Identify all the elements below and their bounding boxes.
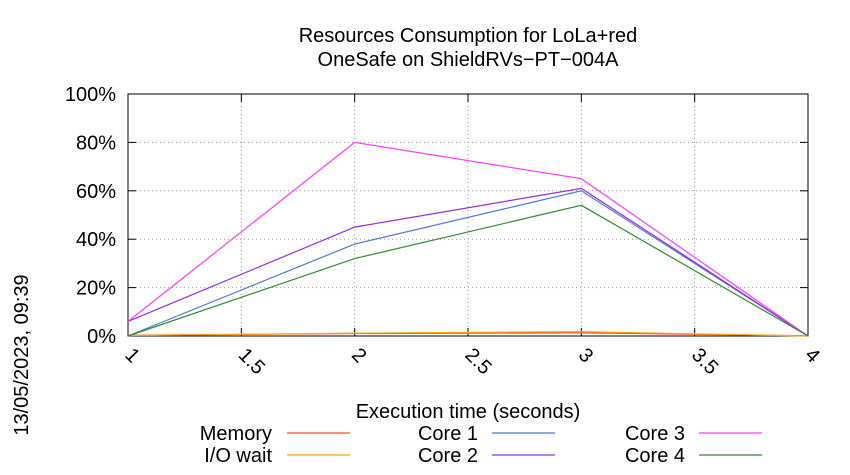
x-tick-label: 2 [347, 344, 370, 367]
chart-title-line-2: OneSafe on ShieldRVs−PT−004A [318, 49, 620, 71]
y-tick-label: 40% [76, 229, 116, 251]
series-line-core-1 [127, 190, 809, 337]
chart-title-line-1: Resources Consumption for LoLa+red [299, 25, 638, 47]
x-tick-label: 1 [120, 344, 143, 367]
series-line-core-2 [127, 187, 809, 337]
legend-label-core-4: Core 4 [625, 445, 685, 467]
legend-label-memory: Memory [200, 423, 272, 445]
series-lines [127, 141, 809, 337]
y-tick-label: 100% [65, 84, 116, 106]
x-axis-label: Execution time (seconds) [356, 401, 581, 423]
series-line-i-o-wait [127, 331, 809, 337]
grid-lines [128, 94, 808, 336]
x-tick-label: 2.5 [460, 344, 495, 379]
legend-label-core-2: Core 2 [418, 445, 478, 467]
legend-label-core-1: Core 1 [418, 423, 478, 445]
series-line-core-4 [127, 204, 809, 337]
x-tick-label: 3 [574, 344, 597, 367]
legend-label-i-o-wait: I/O wait [204, 445, 272, 467]
x-tick-label: 1.5 [234, 344, 269, 379]
legend-label-core-3: Core 3 [625, 423, 685, 445]
y-tick-label: 60% [76, 181, 116, 203]
y-tick-label: 80% [76, 132, 116, 154]
series-line-core-3 [127, 141, 809, 337]
y-tick-label: 0% [87, 326, 116, 348]
x-tick-label: 4 [800, 344, 823, 367]
x-tick-label: 3.5 [687, 344, 722, 379]
timestamp-label: 13/05/2023, 09:39 [11, 274, 33, 435]
y-tick-label: 20% [76, 278, 116, 300]
